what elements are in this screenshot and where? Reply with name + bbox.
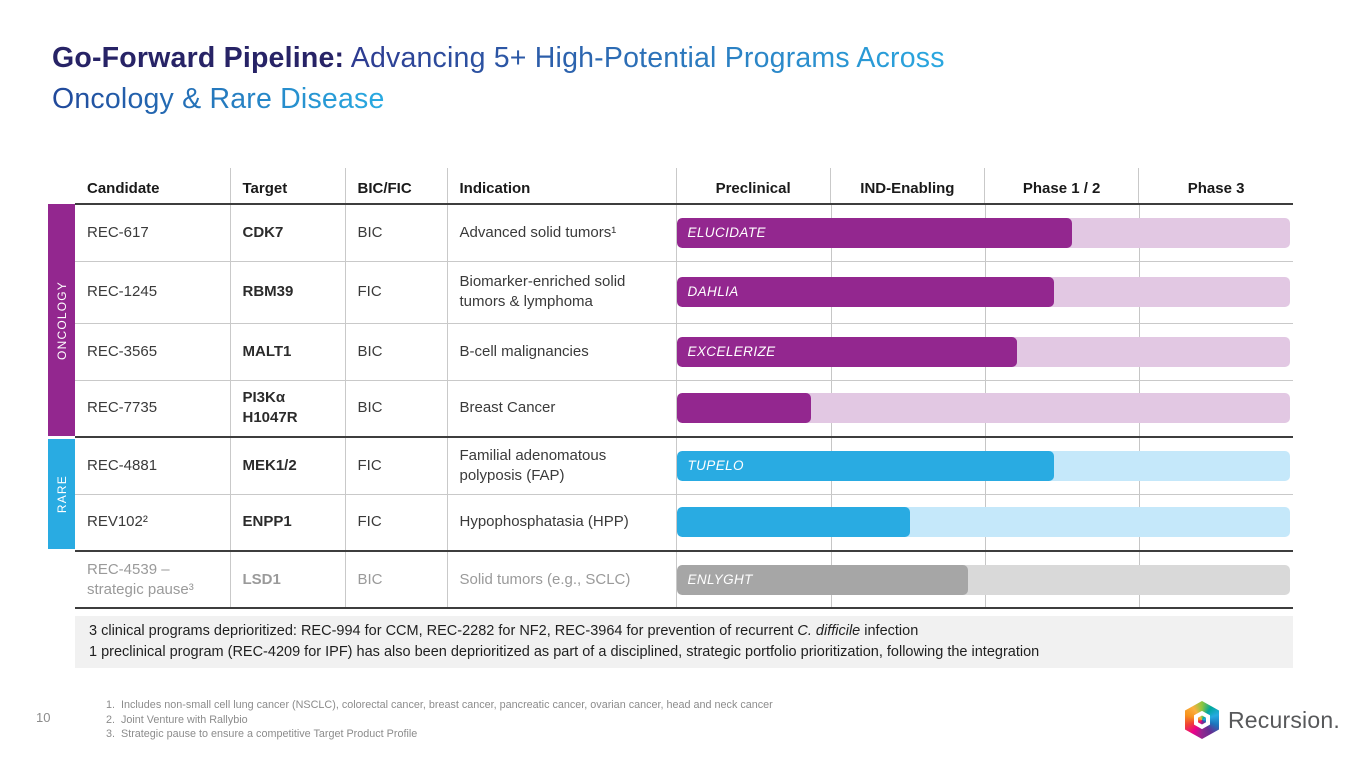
recursion-logo-text: Recursion. — [1228, 706, 1340, 733]
progress-track: EXCELERIZE — [676, 336, 1290, 367]
indication-cell: Solid tumors (e.g., SCLC) — [447, 551, 677, 609]
footnote: Includes non-small cell lung cancer (NSC… — [118, 698, 773, 713]
target-cell: RBM39 — [230, 261, 346, 324]
progress-track: DAHLIA — [676, 277, 1290, 307]
phase-progress-cell: EXCELERIZE — [676, 323, 1293, 381]
target-cell: MEK1/2 — [230, 437, 346, 495]
target-cell: CDK7 — [230, 204, 346, 262]
indication-cell: Advanced solid tumors¹ — [447, 204, 677, 262]
column-header: Phase 3 — [1138, 168, 1293, 205]
rare-category-tab: RARE — [48, 439, 75, 549]
deprioritized-note-box: 3 clinical programs deprioritized: REC-9… — [75, 616, 1293, 668]
column-header: Phase 1 / 2 — [984, 168, 1140, 205]
oncology-category-label: ONCOLOGY — [54, 280, 69, 360]
bicfic-cell: FIC — [345, 494, 448, 552]
phase-progress-cell: ENLYGHT — [676, 551, 1293, 609]
column-header: Candidate — [75, 168, 231, 205]
rare-category-label: RARE — [54, 474, 69, 514]
target-cell: LSD1 — [230, 551, 346, 609]
pipeline-row: REV102² ENPP1 FIC Hypophosphatasia (HPP) — [75, 494, 1293, 552]
recursion-hexagon-icon — [1185, 701, 1219, 739]
phase-progress-cell: ELUCIDATE — [676, 204, 1293, 262]
table-body: REC-617 CDK7 BIC Advanced solid tumors¹ ELUC… — [75, 204, 1293, 609]
title-bold-segment: Go-Forward Pipeline: — [52, 42, 345, 74]
target-cell: PI3Kα H1047R — [230, 380, 346, 438]
title-line1-segment: Advancing 5+ High-Potential Programs Acr… — [350, 42, 945, 74]
page-number: 10 — [36, 710, 51, 725]
candidate-cell: REC-7735 — [75, 380, 231, 438]
phase-progress-cell — [676, 494, 1293, 552]
column-header: Preclinical — [676, 168, 831, 205]
progress-fill — [676, 393, 812, 424]
indication-cell: Biomarker-enriched solid tumors & lympho… — [447, 261, 677, 324]
progress-fill — [676, 507, 910, 538]
program-name-label: ELUCIDATE — [687, 224, 766, 240]
progress-fill: ENLYGHT — [676, 564, 968, 595]
bicfic-cell: BIC — [345, 204, 448, 262]
footnote: Strategic pause to ensure a competitive … — [118, 727, 773, 742]
column-header: IND-Enabling — [830, 168, 986, 205]
target-cell: ENPP1 — [230, 494, 346, 552]
title-line2-segment: Oncology & Rare Disease — [52, 83, 385, 115]
target-cell: MALT1 — [230, 323, 346, 381]
indication-cell: Hypophosphatasia (HPP) — [447, 494, 677, 552]
recursion-logo: Recursion. — [1185, 701, 1340, 739]
progress-track: TUPELO — [676, 450, 1290, 481]
bicfic-cell: BIC — [345, 323, 448, 381]
phase-progress-cell — [676, 380, 1293, 438]
bicfic-cell: BIC — [345, 380, 448, 438]
pipeline-row: REC-7735 PI3Kα H1047R BIC Breast Cancer — [75, 380, 1293, 438]
candidate-cell: REC-1245 — [75, 261, 231, 324]
pipeline-row: REC-3565 MALT1 BIC B-cell malignancies EXCEL… — [75, 323, 1293, 381]
candidate-cell: REV102² — [75, 494, 231, 552]
candidate-cell: REC-3565 — [75, 323, 231, 381]
progress-fill: EXCELERIZE — [676, 336, 1017, 367]
indication-cell: Breast Cancer — [447, 380, 677, 438]
progress-track: ENLYGHT — [676, 564, 1290, 595]
program-name-label: TUPELO — [687, 457, 744, 473]
candidate-cell: REC-617 — [75, 204, 231, 262]
deprioritized-note-line2: 1 preclinical program (REC-4209 for IPF)… — [89, 644, 1040, 660]
bicfic-cell: FIC — [345, 261, 448, 324]
footnote: Joint Venture with Rallybio — [118, 713, 773, 728]
bicfic-cell: BIC — [345, 551, 448, 609]
column-header: Target — [230, 168, 346, 205]
indication-cell: Familial adenomatous polyposis (FAP) — [447, 437, 677, 495]
column-header: Indication — [447, 168, 677, 205]
candidate-cell: REC-4539 – strategic pause³ — [75, 551, 231, 609]
table-header-row: Candidate Target BIC/FIC Indication Preclini… — [75, 168, 1293, 205]
column-header: BIC/FIC — [345, 168, 448, 205]
pipeline-table: Candidate Target BIC/FIC Indication Preclini… — [75, 168, 1293, 609]
progress-track — [676, 507, 1290, 538]
deprioritized-note-line1: 3 clinical programs deprioritized: REC-9… — [89, 623, 919, 639]
pipeline-row: REC-617 CDK7 BIC Advanced solid tumors¹ ELUC… — [75, 204, 1293, 262]
phase-progress-cell: DAHLIA — [676, 261, 1293, 324]
progress-fill: ELUCIDATE — [676, 217, 1073, 248]
pipeline-row: REC-1245 RBM39 FIC Biomarker-enriched solid… — [75, 261, 1293, 324]
bicfic-cell: FIC — [345, 437, 448, 495]
progress-track — [676, 393, 1290, 424]
pipeline-row: REC-4881 MEK1/2 FIC Familial adenomatous po… — [75, 437, 1293, 495]
phase-progress-cell: TUPELO — [676, 437, 1293, 495]
pipeline-row: REC-4539 – strategic pause³ LSD1 BIC Solid … — [75, 551, 1293, 609]
oncology-category-tab: ONCOLOGY — [48, 204, 75, 436]
footnotes-list: Includes non-small cell lung cancer (NSC… — [104, 698, 773, 742]
candidate-cell: REC-4881 — [75, 437, 231, 495]
program-name-label: EXCELERIZE — [687, 343, 776, 359]
program-name-label: ENLYGHT — [687, 571, 753, 587]
progress-fill: TUPELO — [676, 450, 1054, 481]
program-name-label: DAHLIA — [687, 284, 739, 299]
progress-fill: DAHLIA — [676, 277, 1054, 307]
indication-cell: B-cell malignancies — [447, 323, 677, 381]
progress-track: ELUCIDATE — [676, 217, 1290, 248]
page-title: Go-Forward Pipeline: Advancing 5+ High-P… — [52, 38, 1312, 120]
